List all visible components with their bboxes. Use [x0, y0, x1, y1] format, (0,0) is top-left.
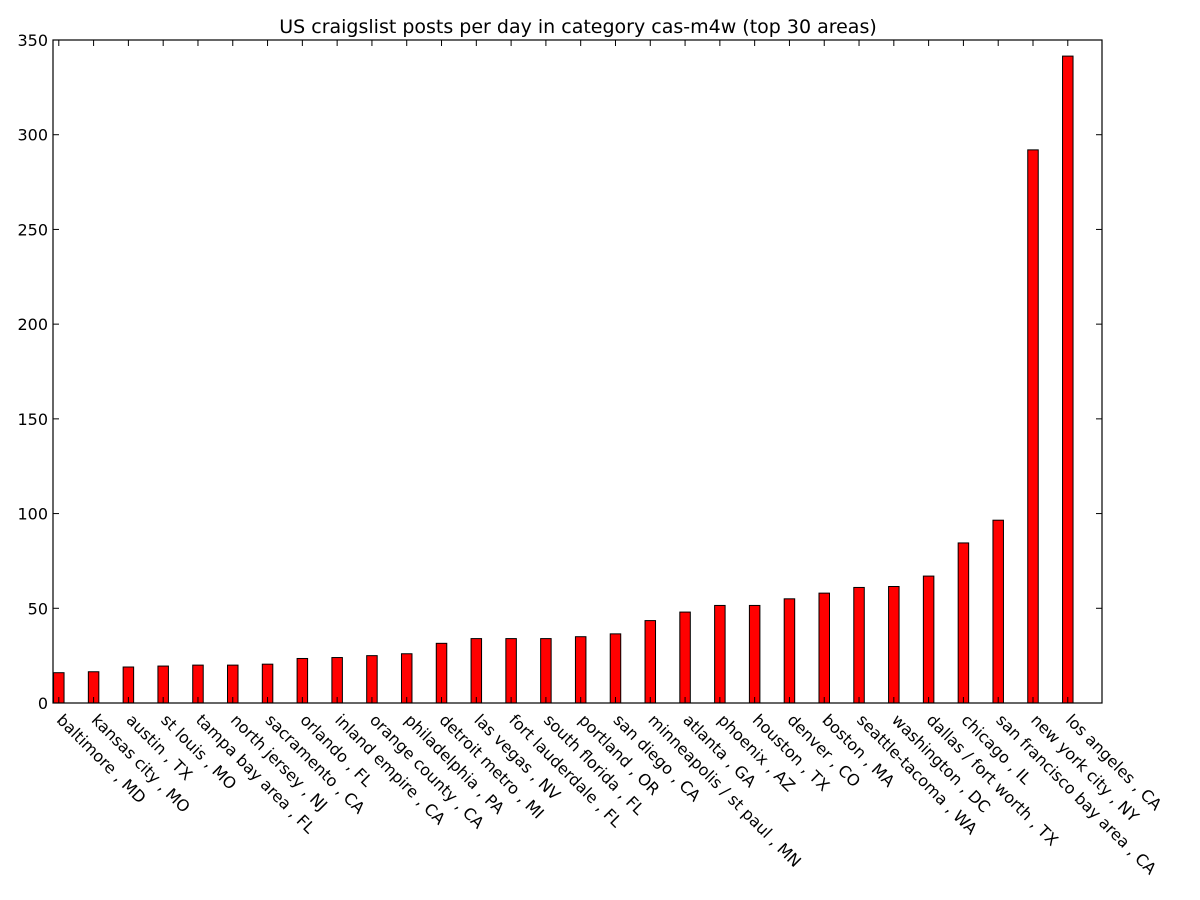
bar	[296, 657, 309, 704]
y-tick-label: 250	[17, 220, 48, 239]
bar	[331, 657, 343, 704]
bar	[400, 653, 413, 704]
y-tick-label: 0	[38, 694, 48, 713]
bar	[540, 638, 552, 704]
bar	[679, 611, 691, 704]
bar	[470, 638, 483, 704]
plot-frame	[52, 39, 1103, 704]
bar	[748, 604, 761, 704]
y-tick-label: 300	[17, 126, 48, 145]
y-tick-label: 100	[17, 505, 48, 524]
bar	[957, 542, 970, 704]
bar	[714, 604, 726, 704]
bars	[53, 55, 1074, 704]
bar	[922, 575, 935, 704]
bar	[853, 586, 865, 704]
bar	[505, 638, 517, 704]
bar	[1062, 55, 1074, 704]
y-tick-label: 200	[17, 315, 48, 334]
bar	[435, 642, 448, 704]
y-tick-label: 350	[17, 31, 48, 50]
bar	[888, 586, 900, 704]
y-axis: 0 50 100 150 200 250 300 350	[17, 31, 1102, 713]
y-tick-label: 150	[17, 410, 48, 429]
bar	[1027, 149, 1039, 704]
chart-title: US craigslist posts per day in category …	[279, 16, 877, 38]
bar	[818, 592, 830, 704]
bar	[366, 655, 378, 704]
bar	[609, 633, 622, 704]
y-tick-label: 50	[28, 599, 48, 618]
bar	[992, 519, 1004, 704]
bar	[783, 598, 796, 704]
bar	[574, 636, 587, 704]
bar	[644, 620, 657, 704]
